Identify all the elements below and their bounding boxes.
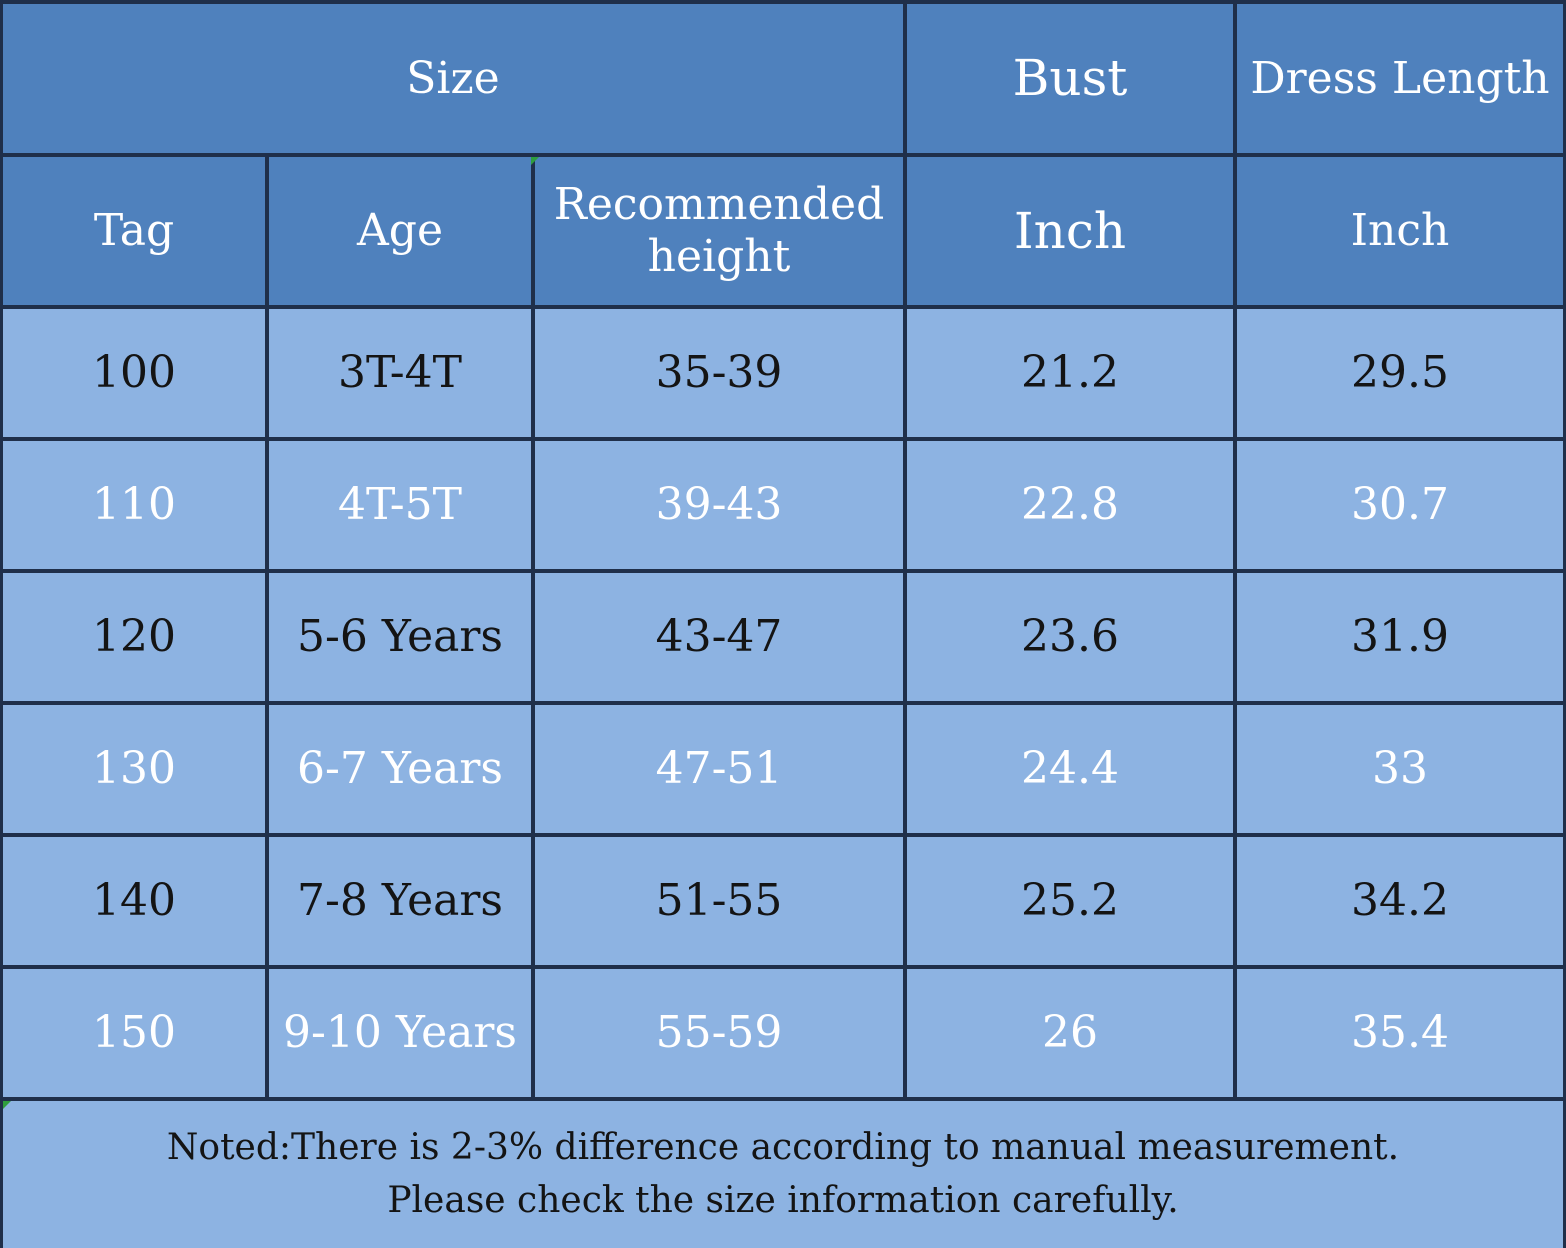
header-bust-unit: Inch bbox=[907, 157, 1233, 305]
table-row-3-length: 31.9 bbox=[1237, 573, 1563, 701]
row-6-length-value: 35.4 bbox=[1351, 1007, 1449, 1059]
header-bust-label: Bust bbox=[1012, 49, 1128, 107]
row-5-tag-value: 140 bbox=[92, 875, 176, 927]
header-dress-length-unit-label: Inch bbox=[1350, 205, 1450, 257]
table-row-1-age: 3T-4T bbox=[269, 309, 531, 437]
table-row-3-age: 5-6 Years bbox=[269, 573, 531, 701]
row-5-height-value: 51-55 bbox=[655, 875, 783, 927]
row-6-height-value: 55-59 bbox=[655, 1007, 783, 1059]
cell-marker-icon bbox=[531, 157, 539, 165]
table-row-3-bust: 23.6 bbox=[907, 573, 1233, 701]
row-5-length-value: 34.2 bbox=[1351, 875, 1449, 927]
row-3-length-value: 31.9 bbox=[1351, 611, 1449, 663]
table-row-1-height: 35-39 bbox=[535, 309, 903, 437]
header-size: Size bbox=[3, 4, 903, 153]
cell-marker-icon bbox=[3, 1101, 11, 1109]
table-row-6-age: 9-10 Years bbox=[269, 969, 531, 1097]
row-2-age-value: 4T-5T bbox=[338, 479, 462, 531]
table-row-1-bust: 21.2 bbox=[907, 309, 1233, 437]
header-bust-unit-label: Inch bbox=[1013, 201, 1127, 260]
row-2-bust-value: 22.8 bbox=[1021, 479, 1119, 531]
header-tag-label: Tag bbox=[93, 205, 175, 257]
row-3-height-value: 43-47 bbox=[655, 611, 783, 663]
row-6-tag-value: 150 bbox=[92, 1007, 176, 1059]
note-line-2: Please check the size information carefu… bbox=[387, 1179, 1179, 1221]
table-row-4-height: 47-51 bbox=[535, 705, 903, 833]
header-dress-length: Dress Length bbox=[1237, 4, 1563, 153]
row-6-bust-value: 26 bbox=[1042, 1007, 1098, 1059]
table-row-2-length: 30.7 bbox=[1237, 441, 1563, 569]
table-row-3-tag: 120 bbox=[3, 573, 265, 701]
table-row-2-height: 39-43 bbox=[535, 441, 903, 569]
header-recommended-height-line1: Recommended bbox=[553, 179, 885, 231]
row-4-tag-value: 130 bbox=[92, 743, 176, 795]
row-5-age-value: 7-8 Years bbox=[297, 875, 503, 927]
row-6-age-value: 9-10 Years bbox=[283, 1007, 517, 1059]
header-recommended-height: Recommended height bbox=[535, 157, 903, 305]
table-row-2-tag: 110 bbox=[3, 441, 265, 569]
header-age: Age bbox=[269, 157, 531, 305]
header-tag: Tag bbox=[3, 157, 265, 305]
row-2-length-value: 30.7 bbox=[1351, 479, 1449, 531]
row-4-height-value: 47-51 bbox=[655, 743, 783, 795]
table-row-5-age: 7-8 Years bbox=[269, 837, 531, 965]
measurement-note: Noted:There is 2-3% difference according… bbox=[3, 1101, 1563, 1248]
row-1-bust-value: 21.2 bbox=[1021, 347, 1119, 399]
row-1-age-value: 3T-4T bbox=[338, 347, 462, 399]
table-row-1-tag: 100 bbox=[3, 309, 265, 437]
row-4-age-value: 6-7 Years bbox=[297, 743, 503, 795]
header-age-label: Age bbox=[357, 205, 443, 257]
table-row-6-length: 35.4 bbox=[1237, 969, 1563, 1097]
table-row-1-length: 29.5 bbox=[1237, 309, 1563, 437]
row-1-tag-value: 100 bbox=[92, 347, 176, 399]
table-row-5-height: 51-55 bbox=[535, 837, 903, 965]
table-row-4-tag: 130 bbox=[3, 705, 265, 833]
table-row-4-age: 6-7 Years bbox=[269, 705, 531, 833]
table-row-5-length: 34.2 bbox=[1237, 837, 1563, 965]
row-2-tag-value: 110 bbox=[92, 479, 176, 531]
table-row-5-tag: 140 bbox=[3, 837, 265, 965]
row-3-bust-value: 23.6 bbox=[1021, 611, 1119, 663]
table-row-5-bust: 25.2 bbox=[907, 837, 1233, 965]
note-line-1: Noted:There is 2-3% difference according… bbox=[166, 1127, 1400, 1169]
header-recommended-height-line2: height bbox=[647, 231, 791, 282]
table-row-2-bust: 22.8 bbox=[907, 441, 1233, 569]
row-1-height-value: 35-39 bbox=[655, 347, 783, 399]
header-dress-length-label: Dress Length bbox=[1250, 52, 1550, 104]
table-row-6-height: 55-59 bbox=[535, 969, 903, 1097]
row-2-height-value: 39-43 bbox=[655, 479, 783, 531]
row-5-bust-value: 25.2 bbox=[1021, 875, 1119, 927]
table-row-6-tag: 150 bbox=[3, 969, 265, 1097]
header-dress-length-unit: Inch bbox=[1237, 157, 1563, 305]
row-3-tag-value: 120 bbox=[92, 611, 176, 663]
row-4-bust-value: 24.4 bbox=[1021, 743, 1119, 795]
header-size-label: Size bbox=[406, 52, 500, 104]
table-row-3-height: 43-47 bbox=[535, 573, 903, 701]
table-row-2-age: 4T-5T bbox=[269, 441, 531, 569]
row-3-age-value: 5-6 Years bbox=[297, 611, 503, 663]
table-row-6-bust: 26 bbox=[907, 969, 1233, 1097]
header-bust: Bust bbox=[907, 4, 1233, 153]
table-row-4-bust: 24.4 bbox=[907, 705, 1233, 833]
table-row-4-length: 33 bbox=[1237, 705, 1563, 833]
row-1-length-value: 29.5 bbox=[1351, 347, 1449, 399]
row-4-length-value: 33 bbox=[1372, 743, 1428, 795]
